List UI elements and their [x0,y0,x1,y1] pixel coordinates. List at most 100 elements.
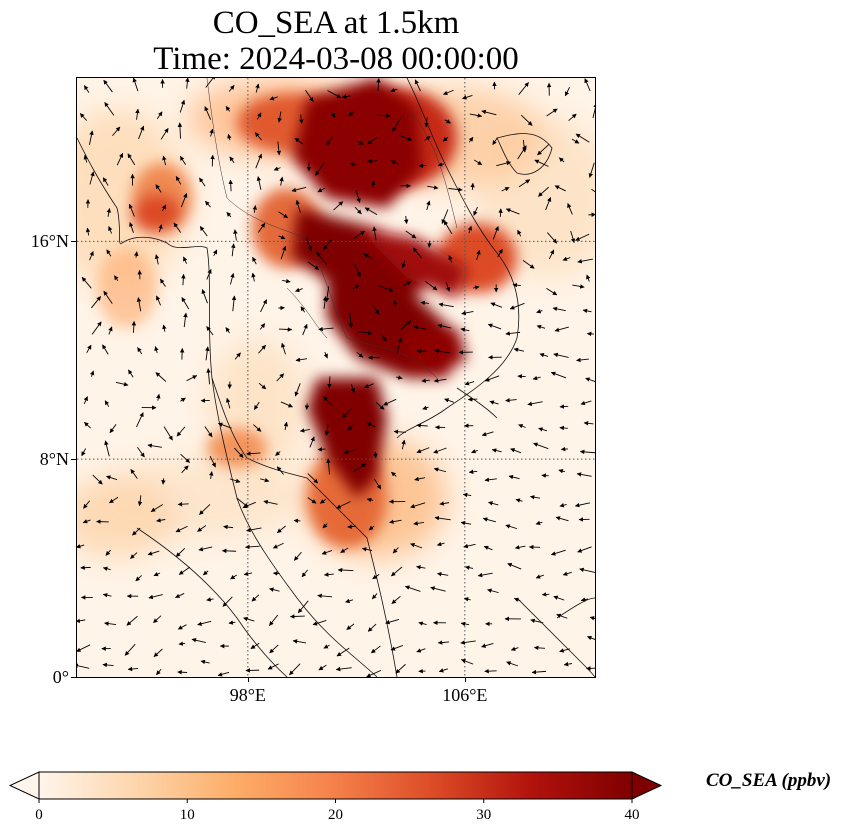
wind-arrow [269,587,280,592]
wind-arrow [395,663,406,674]
wind-arrow [156,393,161,401]
wind-arrow [102,566,111,571]
wind-arrow [115,381,129,387]
wind-arrow [346,623,355,630]
wind-arrow [89,130,94,145]
wind-arrow [529,494,541,500]
wind-arrow [470,182,475,191]
wind-arrow [497,248,503,258]
wind-arrow [161,204,167,212]
wind-arrow [559,425,568,431]
wind-arrow [349,162,357,167]
wind-arrow [577,258,593,264]
wind-arrow [80,565,91,570]
wind-arrow [326,458,331,475]
wind-arrow [375,402,385,410]
wind-arrow [273,166,281,171]
wind-arrow [155,184,162,193]
wind-arrow [177,669,188,675]
wind-arrow [272,542,284,549]
wind-arrow [438,668,449,673]
wind-arrow [177,501,189,507]
wind-arrow [295,199,301,213]
wind-arrow [102,662,114,668]
wind-arrow [155,372,167,382]
wind-arrow [299,428,310,433]
wind-arrow [147,550,160,556]
wind-arrow [256,176,262,190]
wind-arrow [282,278,291,284]
wind-arrow [206,268,212,280]
wind-arrow [434,515,451,521]
lat-tick-mark-1 [71,459,76,461]
wind-arrow [583,421,594,426]
wind-arrow [554,326,569,332]
wind-arrow [229,478,241,483]
wind-arrow [297,600,309,614]
wind-arrow [228,620,236,625]
wind-arrow [518,179,531,188]
wind-arrow [427,185,439,190]
wind-arrow [518,424,526,429]
wind-arrow [323,239,332,251]
wind-arrow [209,128,214,137]
wind-arrow [489,400,499,405]
wind-arrow [572,284,585,289]
wind-arrow [104,400,110,407]
wind-arrow [159,278,166,287]
wind-arrow [416,648,426,653]
colorbar-tick-label-2: 20 [328,807,343,823]
wind-arrow [487,323,502,330]
wind-arrow [204,106,212,120]
wind-arrow [533,645,546,651]
wind-arrow [179,155,186,165]
wind-arrow [522,259,535,269]
wind-arrow [178,641,186,646]
wind-arrow [505,524,518,530]
wind-arrow [156,518,166,523]
wind-arrow [253,424,262,432]
wind-arrow [539,352,549,358]
wind-arrow [278,211,289,219]
wind-arrow [592,102,595,119]
wind-arrow [548,249,555,260]
wind-arrow [300,306,306,313]
wind-arrow [199,226,208,237]
wind-arrow [225,327,230,334]
wind-arrow [278,235,286,240]
wind-arrow [483,545,493,551]
wind-arrow [367,137,378,145]
wind-arrow [227,133,232,141]
wind-arrow [354,264,361,278]
wind-arrow [562,571,572,576]
wind-arrow [138,125,145,140]
wind-arrow [337,567,354,573]
wind-arrow [476,249,481,261]
wind-arrow [292,639,307,644]
wind-arrow [176,426,186,437]
wind-arrow [301,569,308,578]
wind-arrow [295,357,308,362]
wind-arrow [436,571,449,577]
wind-arrow [518,82,529,95]
wind-arrow [401,260,406,269]
wind-arrow [373,451,378,459]
wind-arrow [484,375,500,382]
wind-arrow [464,381,475,386]
wind-arrow [389,519,402,524]
wind-arrow [279,176,284,186]
wind-arrow [295,287,303,293]
wind-arrow [385,618,400,625]
wind-arrow [246,527,262,533]
wind-arrow [206,597,214,602]
wind-arrow [468,469,478,475]
map-panel[interactable] [76,77,596,678]
wind-arrow [150,504,164,512]
wind-arrow [299,114,304,124]
wind-arrow [364,207,378,215]
wind-arrow [208,471,214,479]
wind-arrow [584,78,591,92]
wind-arrow [418,621,427,626]
wind-arrow [269,644,279,654]
wind-arrow [276,466,284,475]
